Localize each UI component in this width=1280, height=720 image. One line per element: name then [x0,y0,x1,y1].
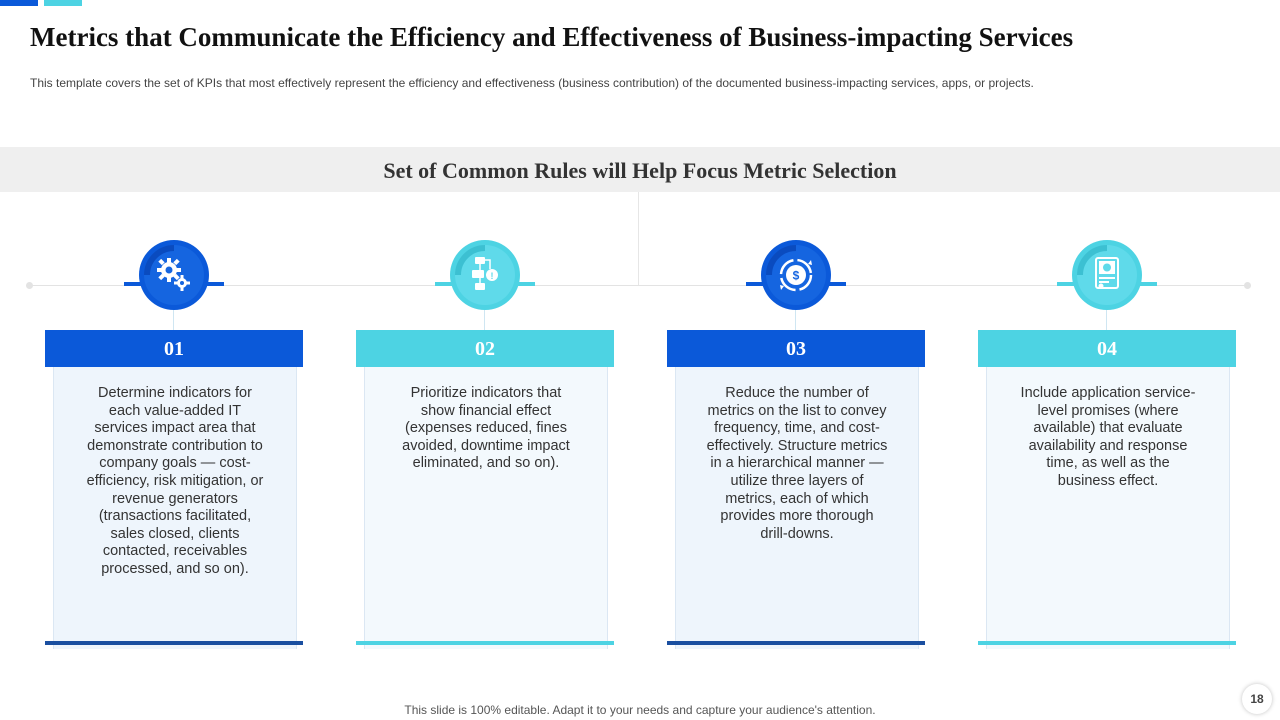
footer-note: This slide is 100% editable. Adapt it to… [404,703,876,717]
svg-text:!: ! [491,271,494,281]
section-title: Set of Common Rules will Help Focus Metr… [383,158,897,183]
icon-stem [795,310,796,330]
icon-wrap [45,240,303,330]
card-text: Prioritize indicators that show financia… [402,385,570,472]
slide-title: Metrics that Communicate the Efficiency … [30,22,1074,52]
service-document-icon [1072,240,1142,310]
card-body: Include application service-level promis… [986,367,1230,649]
card-number: 01 [45,330,303,367]
rule-card-3: $ 03 Reduce the number of metrics on the… [667,240,925,650]
timeline-dot-right [1244,282,1251,289]
financial-flow-icon: ! [450,240,520,310]
card-body: Reduce the number of metrics on the list… [675,367,919,649]
section-band: Set of Common Rules will Help Focus Metr… [0,147,1280,192]
top-accent-bar-light [44,0,82,6]
icon-wrap: ! [356,240,614,330]
card-body: Determine indicators for each value-adde… [53,367,297,649]
rule-card-1: 01 Determine indicators for each value-a… [45,240,303,650]
card-bottom-line [356,641,614,645]
icon-stem [1106,310,1107,330]
center-divider [638,192,639,286]
slide-subtitle: This template covers the set of KPIs tha… [30,76,1034,90]
card-bottom-line [978,641,1236,645]
icon-wrap: $ [667,240,925,330]
icon-stem [484,310,485,330]
timeline-line [30,285,1248,286]
card-number: 02 [356,330,614,367]
card-body: Prioritize indicators that show financia… [364,367,608,649]
timeline-dot-left [26,282,33,289]
card-text: Reduce the number of metrics on the list… [706,385,888,542]
icon-stem [173,310,174,330]
rule-card-4: 04 Include application service-level pro… [978,240,1236,650]
card-text: Include application service-level promis… [1020,385,1196,489]
card-bottom-line [667,641,925,645]
card-bottom-line [45,641,303,645]
card-text: Determine indicators for each value-adde… [86,385,264,577]
card-number: 03 [667,330,925,367]
dollar-cycle-icon: $ [761,240,831,310]
top-accent-bar-dark [0,0,38,6]
rule-card-2: ! 02 Prioritize indicators that show fin… [356,240,614,650]
gears-icon [139,240,209,310]
card-number: 04 [978,330,1236,367]
icon-wrap [978,240,1236,330]
page-number: 18 [1242,684,1272,714]
svg-text:$: $ [793,269,800,283]
